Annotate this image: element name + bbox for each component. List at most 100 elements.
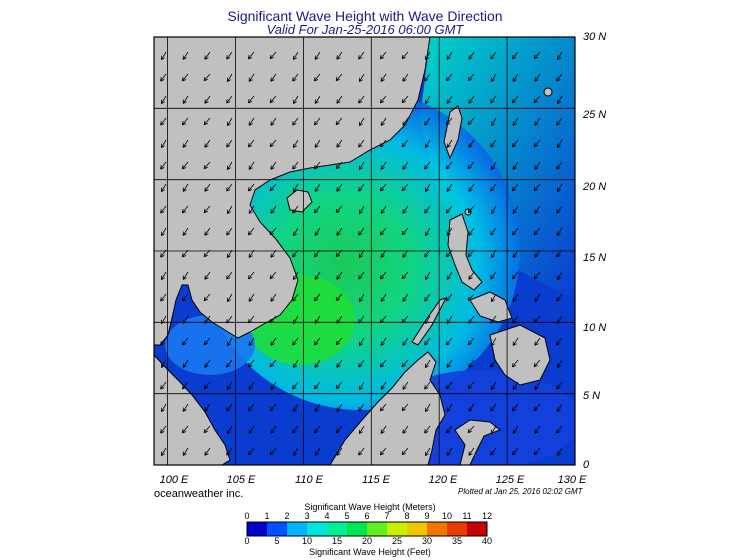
wave-arrow [424,183,431,193]
wave-arrow [226,51,233,60]
colorbar-tick-meters: 5 [344,511,350,521]
wave-arrow [203,293,211,302]
land-visayas [469,291,513,323]
wave-arrow [358,293,365,303]
wave-arrow [314,315,321,324]
wave-arrow [160,139,167,149]
wave-arrow [292,359,299,369]
wave-arrow [358,381,365,391]
wave-arrow [446,315,453,324]
wave-arrow [269,315,277,324]
wave-arrow [401,359,409,368]
wave-arrow [226,359,233,368]
wave-arrow [490,161,497,171]
wave-arrow [467,73,475,82]
wave-arrow [181,293,189,302]
wave-arrow [467,381,475,390]
wave-arrow [358,73,365,83]
wave-arrow [401,271,409,280]
wave-arrow [226,425,233,435]
colorbar-tick-feet: 25 [391,536,403,546]
wave-arrow [534,337,541,346]
wave-arrow [248,117,255,126]
wave-arrow [182,359,189,368]
wave-arrow [335,205,343,214]
wave-arrow [511,271,519,280]
land-malay-peninsula [154,354,231,465]
colorbar-swatch [327,522,348,536]
wave-arrow [160,293,167,302]
wave-arrow [336,139,343,148]
wave-arrow [160,359,167,369]
wave-arrow [204,403,211,412]
wave-arrow [379,227,387,236]
wave-arrow [160,161,167,170]
graticule [154,37,575,465]
wave-arrow [204,95,211,104]
wave-arrow [533,51,541,60]
wave-arrow [467,337,475,346]
wave-arrow [467,161,475,170]
wave-arrow [380,293,387,302]
wave-arrow [226,337,233,347]
wave-arrow [533,227,541,236]
wave-arrow [556,249,563,258]
wave-arrow [181,117,189,126]
colorbar-tick-feet: 20 [361,536,373,546]
wave-arrow [335,293,343,302]
lon-label-110e: 110 E [295,474,323,486]
wave-arrow [203,381,211,390]
wave-arrow [445,205,453,214]
lat-label-20n: 20 N [583,181,607,193]
wave-arrow [468,315,475,324]
wave-arrow [292,447,299,457]
wave-arrow [534,249,541,258]
wave-arrow [313,381,321,390]
wave-arrow [247,139,255,148]
wave-arrow [402,249,409,258]
wave-arrow [467,117,475,126]
wave-arrow [292,139,299,149]
wave-arrow [533,271,541,280]
wave-arrow [379,359,387,368]
wave-arrow [269,271,277,280]
wave-arrow [226,205,233,215]
wave-arrow [358,161,365,171]
wave-arrow [490,95,497,104]
wave-arrow [556,381,563,390]
wave-arrow [556,271,563,281]
colorbar-swatch [287,522,308,536]
wave-arrow [203,337,211,346]
wave-arrow [379,183,387,192]
wave-arrow [226,183,233,192]
wave-arrow [468,271,475,280]
lon-label-115e: 115 E [362,474,390,486]
wave-arrow [490,293,497,303]
wave-arrow [314,227,321,236]
wave-arrow [313,293,321,302]
wave-arrow [336,183,343,192]
wave-arrow [270,425,277,434]
colorbar-tick-feet: 10 [301,536,313,546]
wave-arrow [445,425,453,434]
colorbar-swatch [247,522,268,536]
wave-arrow [226,447,233,456]
wave-arrow [314,271,321,280]
wave-arrow [226,403,233,412]
wave-arrow [534,205,541,214]
wave-arrow [160,95,167,105]
wave-arrow [556,403,563,413]
wave-arrow [248,73,255,82]
wave-arrow [226,293,233,303]
wave-arrow [402,337,409,346]
wave-arrow [401,183,409,192]
wave-arrow [556,205,563,214]
colorbar-tick-meters: 9 [424,511,430,521]
wave-arrow [556,73,563,82]
wave-arrow [182,51,189,60]
wave-arrow [226,315,233,324]
wave-arrow [314,183,321,192]
colorbar-tick-meters: 7 [384,511,390,521]
wave-arrow [533,403,541,412]
wave-arrow [269,183,277,192]
